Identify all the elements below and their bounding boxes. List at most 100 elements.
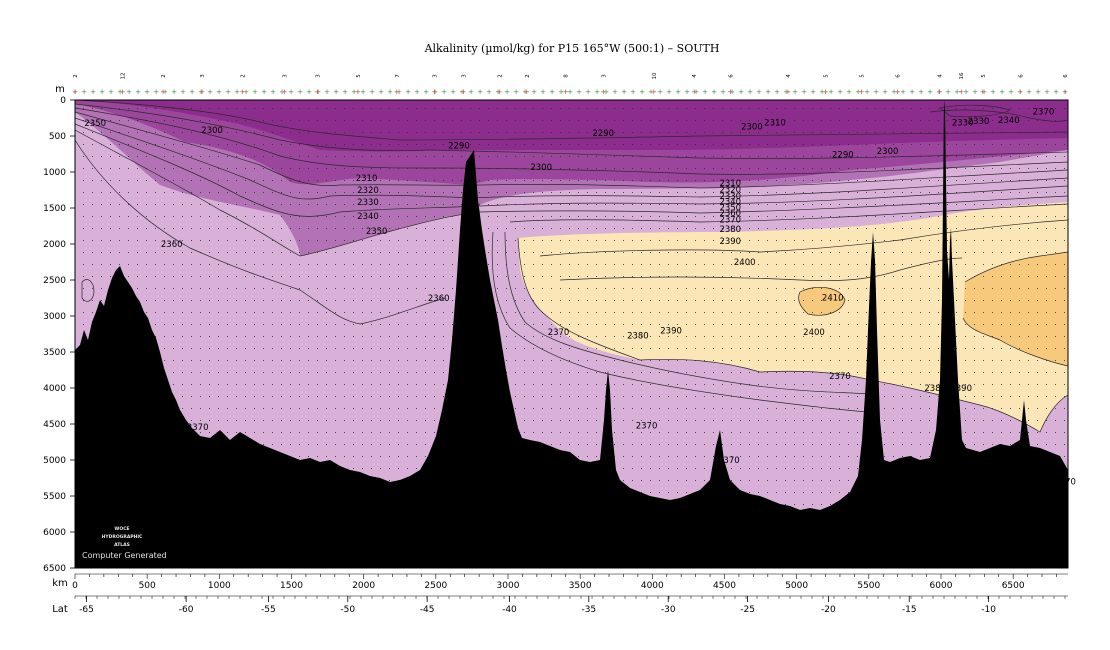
sample-dot [398, 108, 399, 109]
sample-dot [236, 336, 237, 337]
sample-dot [893, 312, 894, 313]
sample-dot [443, 144, 444, 145]
sample-dot [569, 252, 570, 253]
sample-dot [389, 444, 390, 445]
sample-dot [542, 408, 543, 409]
sample-dot [659, 228, 660, 229]
sample-dot [803, 108, 804, 109]
sample-dot [335, 180, 336, 181]
sample-dot [263, 252, 264, 253]
sample-dot [623, 384, 624, 385]
sample-dot [731, 372, 732, 373]
sample-dot [686, 168, 687, 169]
sample-dot [695, 288, 696, 289]
sample-dot [677, 348, 678, 349]
sample-dot [524, 144, 525, 145]
sample-dot [155, 228, 156, 229]
sample-dot [290, 264, 291, 265]
sample-dot [470, 132, 471, 133]
sample-dot [938, 228, 939, 229]
sample-dot [137, 168, 138, 169]
station-marker-labelled: + [1017, 88, 1023, 96]
sample-dot [830, 120, 831, 121]
contour-label: 2350 [84, 119, 106, 129]
station-marker-labelled: + [460, 88, 466, 96]
sample-dot [488, 168, 489, 169]
sample-dot [614, 420, 615, 421]
sample-dot [713, 324, 714, 325]
sample-dot [947, 144, 948, 145]
sample-dot [200, 300, 201, 301]
sample-dot [686, 264, 687, 265]
sample-dot [416, 288, 417, 289]
sample-dot [245, 432, 246, 433]
sample-dot [1064, 108, 1065, 109]
sample-dot [1010, 264, 1011, 265]
station-marker: + [144, 88, 150, 96]
sample-dot [938, 144, 939, 145]
sample-dot [146, 204, 147, 205]
sample-dot [83, 108, 84, 109]
sample-dot [218, 348, 219, 349]
station-label: 6 [728, 74, 734, 78]
sample-dot [929, 336, 930, 337]
sample-dot [236, 156, 237, 157]
sample-dot [623, 276, 624, 277]
sample-dot [812, 336, 813, 337]
sample-dot [596, 216, 597, 217]
sample-dot [407, 444, 408, 445]
sample-dot [902, 192, 903, 193]
sample-dot [272, 228, 273, 229]
sample-dot [686, 144, 687, 145]
sample-dot [380, 240, 381, 241]
sample-dot [722, 132, 723, 133]
sample-dot [938, 240, 939, 241]
sample-dot [677, 228, 678, 229]
sample-dot [326, 348, 327, 349]
sample-dot [776, 444, 777, 445]
sample-dot [209, 216, 210, 217]
sample-dot [326, 276, 327, 277]
sample-dot [353, 420, 354, 421]
station-marker-labelled: + [859, 88, 865, 96]
sample-dot [569, 300, 570, 301]
sample-dot [1064, 252, 1065, 253]
sample-dot [614, 384, 615, 385]
sample-dot [344, 264, 345, 265]
sample-dot [281, 252, 282, 253]
sample-dot [335, 348, 336, 349]
sample-dot [614, 288, 615, 289]
sample-dot [785, 384, 786, 385]
sample-dot [371, 204, 372, 205]
sample-dot [668, 216, 669, 217]
sample-dot [263, 348, 264, 349]
sample-dot [686, 204, 687, 205]
sample-dot [794, 204, 795, 205]
contour-line [798, 286, 846, 316]
sample-dot [947, 192, 948, 193]
sample-dot [218, 420, 219, 421]
station-marker: + [531, 88, 537, 96]
sample-dot [164, 204, 165, 205]
depth-tick-label: 5000 [43, 456, 66, 466]
sample-dot [344, 420, 345, 421]
sample-dot [542, 336, 543, 337]
sample-dot [380, 264, 381, 265]
sample-dot [848, 480, 849, 481]
sample-dot [398, 156, 399, 157]
sample-dot [317, 192, 318, 193]
station-marker-labelled: + [980, 88, 986, 96]
sample-dot [380, 168, 381, 169]
sample-dot [389, 180, 390, 181]
sample-dot [281, 396, 282, 397]
sample-dot [713, 300, 714, 301]
sample-dot [767, 228, 768, 229]
sample-dot [587, 300, 588, 301]
sample-dot [641, 324, 642, 325]
sample-dot [254, 432, 255, 433]
sample-dot [911, 252, 912, 253]
sample-dot [1028, 240, 1029, 241]
sample-dot [695, 444, 696, 445]
depth-tick-label: 0 [60, 96, 66, 106]
sample-dot [812, 432, 813, 433]
